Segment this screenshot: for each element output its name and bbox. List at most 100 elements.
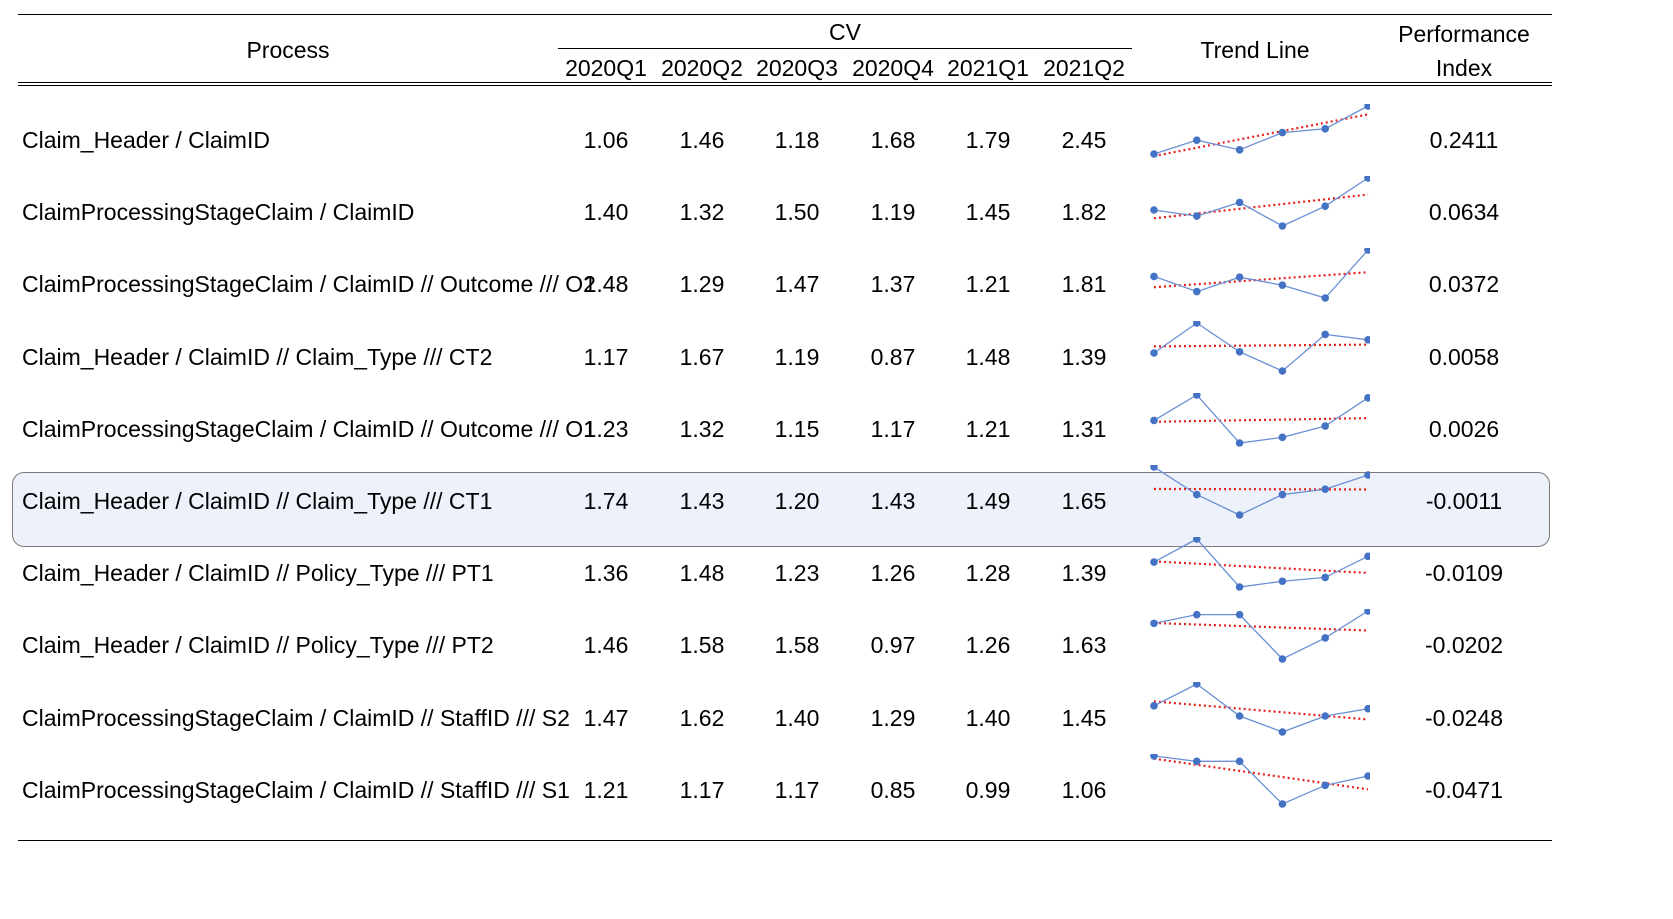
sparkline-point [1364,704,1370,713]
quarter-header-row: 2020Q1 2020Q2 2020Q3 2020Q4 2021Q1 2021Q… [558,52,1132,84]
cv-value: 0.85 [870,776,916,803]
cv-value: 1.29 [870,704,916,731]
sparkline [1150,537,1370,591]
trend-line [1153,113,1369,158]
cv-value: 1.49 [965,488,1011,514]
cv-value: 1.37 [870,271,916,298]
sparkline-point [1278,281,1287,290]
cv-value: 1.18 [774,127,820,153]
cv-value: 1.17 [679,776,725,803]
sparkline-point [1278,727,1287,736]
performance-index-value: -0.0248 [1424,704,1503,731]
process-name: ClaimProcessingStageClaim / ClaimID // O… [22,415,596,442]
table-row: ClaimProcessingStageClaim / ClaimID // O… [0,248,1673,320]
sparkline-point [1193,288,1201,296]
sparkline-point [1278,222,1287,230]
sparkline-series [1153,538,1369,588]
sparkline [1150,753,1370,808]
sparkline-point [1364,104,1370,110]
table-row: ClaimProcessingStageClaim / ClaimID // S… [0,753,1673,826]
performance-index-value: -0.0202 [1424,632,1503,659]
sparkline [1150,465,1370,519]
header-process: Process [246,37,330,63]
quarter-header: 2020Q3 [756,55,838,81]
cv-value: 1.21 [965,415,1011,442]
sparkline-point [1193,136,1201,144]
sparkline [1150,248,1370,303]
sparkline-point [1193,392,1201,399]
sparkline-point [1278,799,1287,808]
top-rule [18,14,1552,15]
header-performance-index: Performance Index [1380,17,1548,85]
header-trend-line: Trend Line [1200,37,1310,63]
sparkline-point [1364,471,1370,479]
sparkline-point [1150,619,1158,628]
sparkline-series [1153,610,1369,661]
sparkline-point [1321,294,1329,303]
cv-value: 1.47 [583,704,629,731]
cv-value: 1.82 [1061,199,1107,226]
process-name: ClaimProcessingStageClaim / ClaimID // S… [22,776,570,803]
sparkline-point [1364,393,1370,402]
cv-value: 1.23 [583,415,629,442]
cv-value: 1.19 [870,199,916,226]
process-name: ClaimProcessingStageClaim / ClaimID // O… [22,271,596,298]
cv-value: 1.06 [1061,776,1107,803]
sparkline-point [1235,583,1244,591]
table-row: Claim_Header / ClaimID // Policy_Type //… [0,537,1673,609]
sparkline-point [1278,128,1287,137]
process-name: Claim_Header / ClaimID // Claim_Type ///… [22,488,493,514]
cv-value: 1.43 [679,488,725,514]
cv-value: 1.46 [679,127,725,153]
cv-value: 1.06 [583,127,629,153]
cv-value: 1.26 [870,560,916,587]
sparkline-point [1235,347,1244,356]
highlighted-row-box [12,472,1550,547]
trend-line [1153,622,1369,632]
cv-value: 1.65 [1061,488,1107,514]
header-rule-double [18,85,1552,86]
sparkline-point [1193,757,1201,765]
sparkline-point [1193,490,1201,499]
quarter-header: 2020Q2 [661,55,743,81]
cv-value: 1.31 [1061,415,1107,442]
sparkline-point [1278,366,1287,375]
sparkline-point [1150,206,1158,214]
sparkline-point [1364,335,1370,344]
sparkline [1150,609,1370,664]
sparkline-point [1321,202,1329,211]
sparkline-point [1364,176,1370,182]
sparkline-point [1193,611,1201,619]
performance-index-value: 0.0026 [1428,415,1500,442]
cv-value: 1.23 [774,560,820,587]
cv-value: 1.58 [774,632,820,659]
sparkline-point [1278,490,1287,499]
sparkline [1150,104,1370,158]
header-rule [18,82,1552,83]
sparkline-point [1150,558,1158,567]
cv-value: 1.39 [1061,560,1107,587]
performance-index-value: 0.0058 [1428,343,1500,370]
quarter-header: 2020Q1 [565,55,647,81]
cv-value: 1.46 [583,632,629,659]
cv-value: 0.97 [870,632,916,659]
cv-value: 1.17 [774,776,820,803]
performance-index-value: 0.2411 [1429,127,1499,153]
table-row: Claim_Header / ClaimID // Claim_Type ///… [0,465,1673,537]
sparkline-point [1321,781,1329,789]
cv-value: 1.21 [583,776,629,803]
sparkline-series [1153,105,1369,155]
sparkline-point [1193,681,1201,688]
trend-line [1153,560,1369,575]
sparkline-series [1153,755,1369,805]
sparkline-point [1150,465,1158,471]
table-row: ClaimProcessingStageClaim / ClaimID 1.40 1… [0,176,1673,248]
sparkline-point [1235,198,1244,207]
sparkline-point [1364,609,1370,616]
cv-value: 1.17 [870,415,916,442]
sparkline-point [1193,212,1201,221]
table-row: Claim_Header / ClaimID // Policy_Type //… [0,609,1673,681]
cv-value: 1.74 [583,488,629,514]
sparkline-point [1235,711,1244,720]
